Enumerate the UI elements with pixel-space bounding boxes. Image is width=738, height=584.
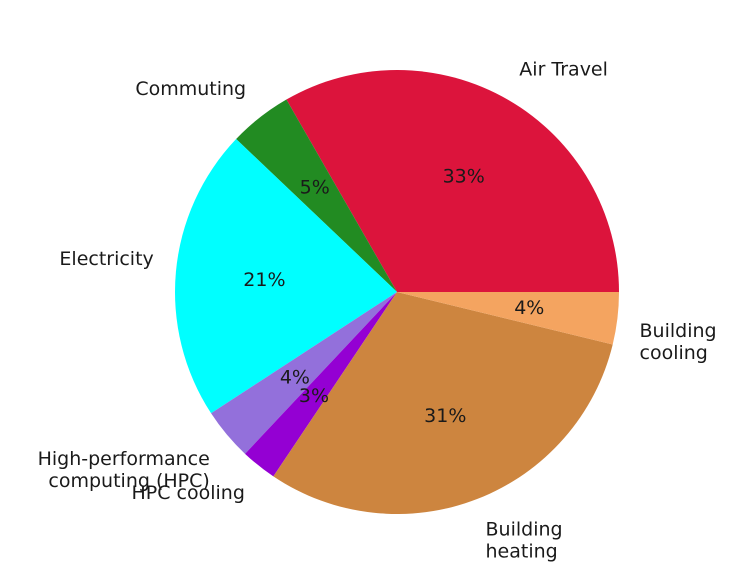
pie-slice-building-heating (273, 292, 613, 514)
pct-label-commuting: 5% (300, 176, 330, 198)
pie-slice-air-travel (286, 69, 619, 292)
slice-label-hpc-cooling: HPC cooling (131, 482, 244, 504)
slice-label-building-heating: Building heating (486, 519, 563, 563)
pct-label-building-heating: 31% (424, 405, 466, 427)
pie-slice-building-cooling (397, 292, 619, 345)
pct-label-building-cooling: 4% (514, 297, 544, 319)
pie-slice-hpc-cooling (245, 292, 397, 477)
slice-label-air-travel: Air Travel (519, 59, 608, 81)
pct-label-hpc-cooling: 3% (299, 385, 329, 407)
slice-label-building-cooling: Building cooling (640, 320, 717, 364)
pct-label-electricity: 21% (243, 269, 285, 291)
slice-label-electricity: Electricity (59, 248, 153, 270)
slice-label-high-performance-computing-hpc: High-performance computing (HPC) (38, 448, 210, 492)
pie-slice-high-performance-computing-hpc (211, 292, 397, 454)
slice-label-commuting: Commuting (135, 78, 246, 100)
pie-slice-electricity (175, 139, 397, 414)
pct-label-air-travel: 33% (443, 166, 485, 188)
pie-slice-commuting (236, 99, 397, 292)
pct-label-high-performance-computing-hpc: 4% (280, 367, 310, 389)
